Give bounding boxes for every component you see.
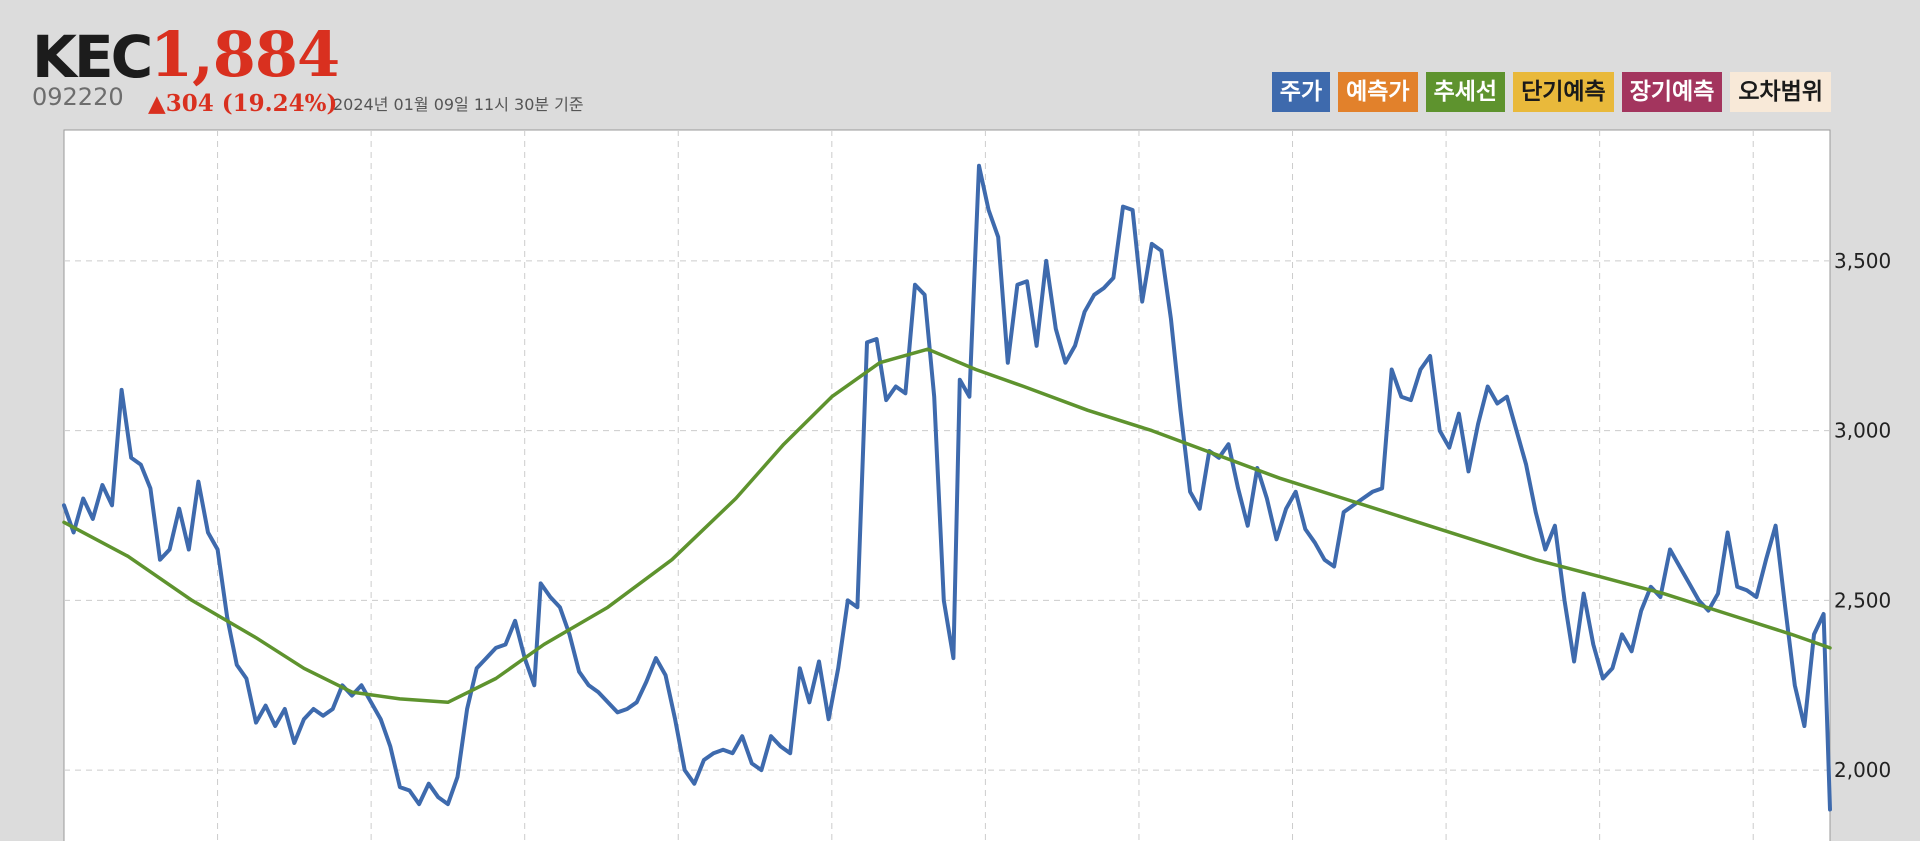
legend-item-error-range[interactable]: 오차범위 [1730,72,1831,112]
y-tick-label: 3,000 [1834,419,1891,443]
legend-item-stock-price[interactable]: 주가 [1271,72,1331,112]
y-tick-label: 2,000 [1834,758,1891,782]
stock-price-line [62,163,1832,812]
company-name: KEC [32,23,153,91]
current-price: 1,884 [150,18,340,91]
chart-header: KEC 1,884 092220 ▲304 (19.24%) 2024년 01월… [0,0,1920,130]
legend-item-trendline[interactable]: 추세선 [1425,72,1506,112]
chart-legend: 주가 예측가 추세선 단기예측 장기예측 오차범위 [1271,72,1831,112]
price-change: ▲304 (19.24%) [148,90,338,117]
legend-item-predicted-price[interactable]: 예측가 [1338,72,1418,112]
plot-area [63,129,1831,841]
y-tick-label: 3,500 [1834,249,1891,273]
y-tick-label: 2,500 [1834,588,1891,612]
as-of-timestamp: 2024년 01월 09일 11시 30분 기준 [333,95,584,114]
trendline [62,347,1832,705]
legend-item-long-term-forecast[interactable]: 장기예측 [1621,72,1723,112]
stock-code: 092220 [32,83,124,111]
legend-item-short-term-forecast[interactable]: 단기예측 [1513,72,1614,112]
